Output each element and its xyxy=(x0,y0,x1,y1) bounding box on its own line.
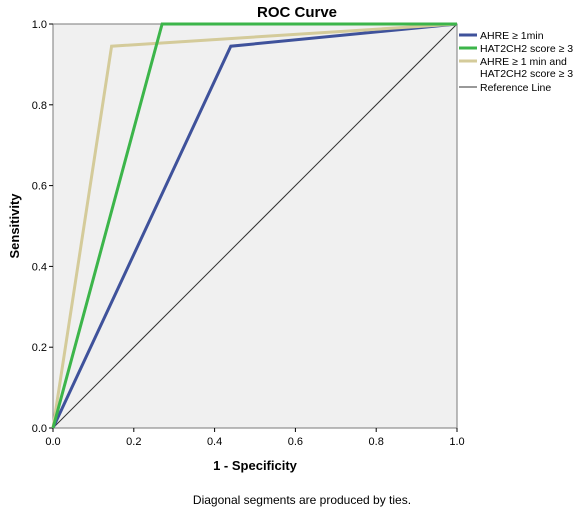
x-tick-label: 0.0 xyxy=(45,436,60,448)
legend-label-2: AHRE ≥ 1 min and xyxy=(480,56,567,68)
y-tick-label: 1.0 xyxy=(32,19,47,31)
series-line-0 xyxy=(51,22,458,429)
y-tick-label: 0.8 xyxy=(32,100,47,112)
x-axis-ticks: 0.0 0.2 0.4 0.6 0.8 1.0 xyxy=(45,428,465,448)
x-tick-label: 0.6 xyxy=(288,436,303,448)
legend-label-2: HAT2CH2 score ≥ 3 xyxy=(480,68,573,80)
series-lines xyxy=(51,22,458,429)
x-tick-label: 0.2 xyxy=(126,436,141,448)
y-tick-label: 0.4 xyxy=(32,261,47,273)
y-tick-label: 0.2 xyxy=(32,342,47,354)
y-tick-label: 0.0 xyxy=(32,423,47,435)
y-axis-ticks: 0.0 0.2 0.4 0.6 0.8 1.0 xyxy=(32,19,53,435)
series-line-3 xyxy=(52,23,458,429)
series-line-1 xyxy=(51,22,457,429)
x-tick-label: 1.0 xyxy=(449,436,464,448)
legend-label-3: Reference Line xyxy=(480,82,551,94)
series-line-2 xyxy=(51,22,458,429)
y-tick-label: 0.6 xyxy=(32,181,47,193)
x-axis-label: 1 - Specificity xyxy=(213,458,298,473)
legend-label-0: AHRE ≥ 1min xyxy=(480,30,544,42)
y-axis-label: Sensitivity xyxy=(7,193,22,259)
legend-label-1: HAT2CH2 score ≥ 3 xyxy=(480,43,573,55)
footnote: Diagonal segments are produced by ties. xyxy=(193,493,411,507)
x-tick-label: 0.8 xyxy=(369,436,384,448)
x-tick-label: 0.4 xyxy=(207,436,222,448)
chart-title: ROC Curve xyxy=(257,4,337,21)
